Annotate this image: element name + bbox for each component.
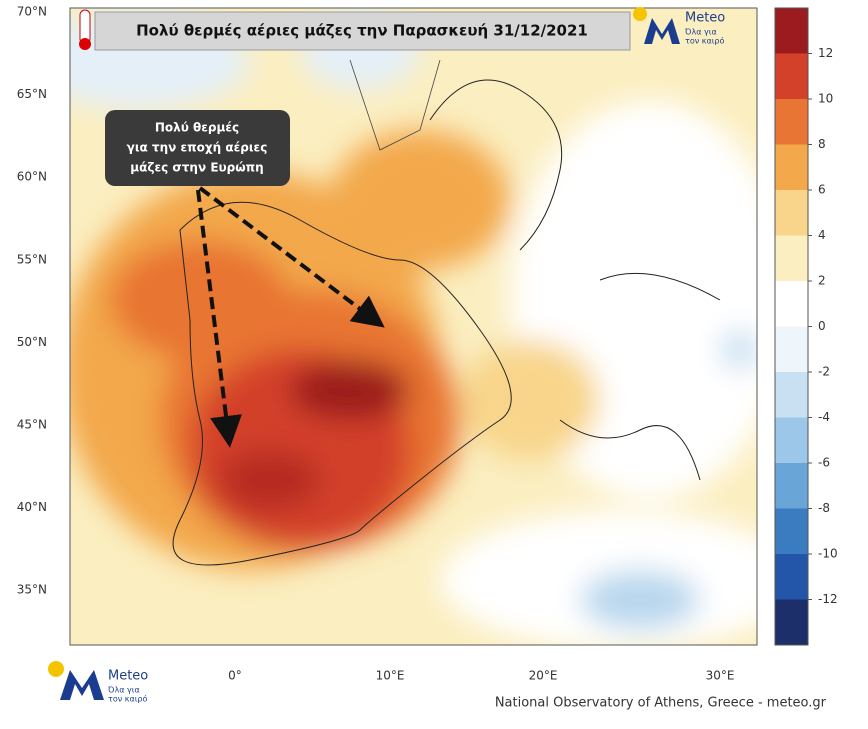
thermometer-bulb [79,38,91,50]
colorbar-band [775,463,808,509]
colorbar-band [775,417,808,463]
latitude-label: 50°N [17,335,47,349]
colorbar-band [775,281,808,327]
latitude-label: 55°N [17,252,47,266]
annotation-box [105,110,290,186]
colorbar-label: 6 [818,183,826,197]
logo-name: Meteo [685,11,725,26]
latitude-label: 35°N [17,583,47,597]
colorbar-label: -6 [818,456,830,470]
colorbar-label: 2 [818,274,826,288]
logo-slogan: τον καιρό [108,694,147,704]
credit: National Observatory of Athens, Greece -… [495,696,827,711]
logo-name: Meteo [108,669,148,684]
logo-slogan: Όλα για [684,27,717,37]
latitude-label: 70°N [17,5,47,19]
colorbar-band [775,144,808,190]
colorbar-band [775,599,808,645]
map-frame [69,7,758,646]
annotation-line: μάζες στην Ευρώπη [130,161,263,175]
colorbar-label: 0 [818,319,826,333]
colorbar-label: -4 [818,410,830,424]
colorbar-label: 10 [818,92,833,106]
colorbar-band [775,8,808,54]
colorbar-label: 8 [818,137,826,151]
logo-slogan: Όλα για [107,685,140,695]
longitude-label: 30°E [706,669,735,683]
logo-top [633,7,680,44]
title-box [94,11,631,51]
colorbar-label: -8 [818,501,830,515]
logo-slogan: τον καιρό [685,36,724,46]
colorbar-label: -10 [818,547,838,561]
longitude-label: 20°E [529,669,558,683]
latitude-label: 45°N [17,418,47,432]
colorbar-band [775,554,808,600]
longitude-label: 0° [228,669,242,683]
colorbar-band [775,190,808,236]
logo-bottom [48,661,104,700]
colorbar-band [775,235,808,281]
colorbar-band [775,99,808,145]
latitude-label: 65°N [17,87,47,101]
temperature-field [70,8,757,645]
annotation-arrows [196,186,385,448]
latitude-label: 40°N [17,500,47,514]
colorbar-label: -2 [818,365,830,379]
longitude-label: 10°E [376,669,405,683]
colorbar-band [775,372,808,418]
colorbar-band [775,508,808,554]
colorbar-band [775,53,808,99]
colorbar-label: 12 [818,46,833,60]
latitude-label: 60°N [17,170,47,184]
colorbar-band [775,326,808,372]
annotation-line: για την εποχή αέριες [127,141,268,155]
colorbar-label: 4 [818,228,826,242]
colorbar-label: -12 [818,592,838,606]
annotation-line: Πολύ θερμές [155,121,239,135]
title: Πολύ θερμές αέριες μάζες την Παρασκευή 3… [136,22,588,40]
